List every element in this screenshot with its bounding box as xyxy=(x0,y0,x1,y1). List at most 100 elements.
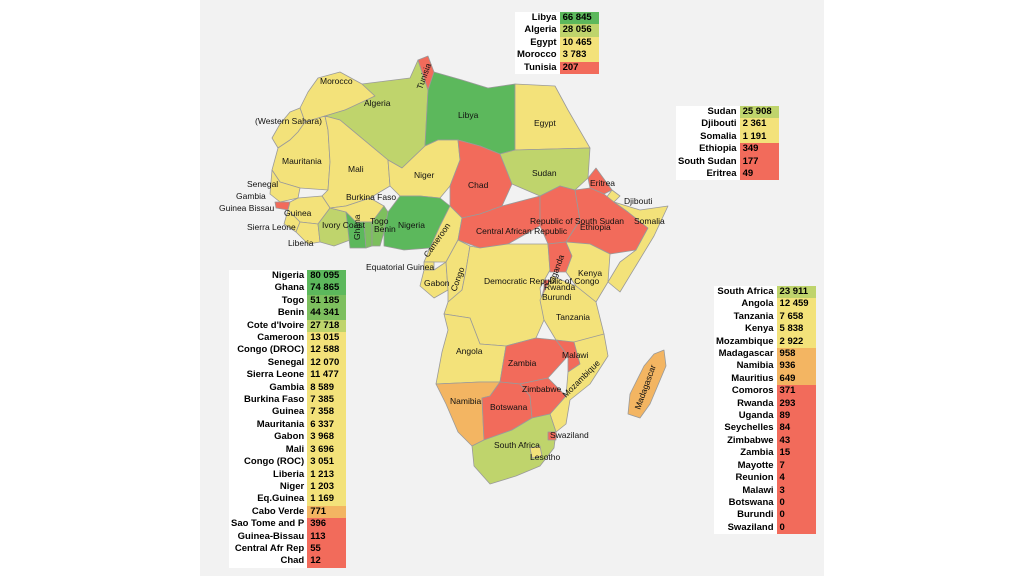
table-row: Reunion 4 xyxy=(714,472,816,485)
label-burkina-faso: Burkina Faso xyxy=(346,192,396,202)
country-name: Comoros xyxy=(731,385,774,397)
country-name: Ghana xyxy=(274,282,305,294)
country-name: Eq.Guinea xyxy=(257,493,305,505)
country-name: Somalia xyxy=(700,130,737,142)
label-morocco: Morocco xyxy=(320,76,353,86)
table-row: South Africa 23 911 xyxy=(714,286,816,299)
country-name: Gambia xyxy=(269,381,305,393)
country-value: 89 xyxy=(776,410,816,423)
table-row: Rwanda 293 xyxy=(714,397,816,411)
country-value: 771 xyxy=(307,505,347,519)
label-niger: Niger xyxy=(414,170,434,180)
country-value: 84 xyxy=(776,422,816,435)
label-ivory-coast: Ivory Coast xyxy=(322,220,366,230)
country-value: 113 xyxy=(307,530,347,543)
country-value: 8 589 xyxy=(307,381,347,395)
region-swaziland xyxy=(547,431,557,441)
table-row: Zambia 15 xyxy=(714,447,816,460)
table-row: Mali 3 696 xyxy=(229,443,347,457)
label-guinea-bissau: Guinea Bissau xyxy=(219,203,275,213)
country-name: Senegal xyxy=(267,356,305,368)
country-name: Central Afr Rep xyxy=(234,542,305,554)
country-name: Uganda xyxy=(738,410,774,422)
country-name: Seychelles xyxy=(724,422,774,434)
country-value: 349 xyxy=(739,143,779,156)
country-value: 44 341 xyxy=(307,307,347,320)
country-value: 3 xyxy=(776,484,816,497)
label-algeria: Algeria xyxy=(364,98,391,108)
country-name: Angola xyxy=(741,298,774,310)
label-kenya: Kenya xyxy=(578,268,602,278)
table-row: Comoros 371 xyxy=(714,385,816,398)
country-value: 10 465 xyxy=(559,36,599,50)
region-eritrea xyxy=(587,167,613,195)
table-row: Ethiopia 349 xyxy=(676,143,779,156)
label-ghana: Ghana xyxy=(352,214,362,240)
country-value: 13 015 xyxy=(307,332,347,345)
label-malawi: Malawi xyxy=(562,350,589,360)
country-name: Reunion xyxy=(735,472,774,484)
table-row: Burundi 0 xyxy=(714,509,816,522)
country-name: Tunisia xyxy=(524,61,557,73)
country-name: Rwanda xyxy=(737,397,774,409)
country-value: 49 xyxy=(739,168,779,181)
country-name: Gabon xyxy=(274,431,305,443)
label-guinea: Guinea xyxy=(284,208,312,218)
north-africa-table: Libya 66 845 Algeria 28 056 Egypt 10 465 Moroc… xyxy=(515,12,599,75)
country-value: 5 838 xyxy=(776,323,816,336)
country-value: 7 385 xyxy=(307,394,347,407)
table-row: Swaziland 0 xyxy=(714,521,816,535)
label-liberia: Liberia xyxy=(288,238,314,248)
table-row: Mauritius 649 xyxy=(714,372,816,386)
country-value: 177 xyxy=(739,155,779,169)
label-tanzania: Tanzania xyxy=(556,312,590,322)
country-value: 27 718 xyxy=(307,319,347,333)
table-row: Madagascar 958 xyxy=(714,348,816,361)
country-value: 1 213 xyxy=(307,468,347,481)
label-sudan: Sudan xyxy=(532,168,557,178)
country-name: South Sudan xyxy=(678,155,737,167)
label-burundi: Burundi xyxy=(542,292,571,302)
country-value: 6 337 xyxy=(307,418,347,432)
country-value: 3 968 xyxy=(307,431,347,444)
region-egypt xyxy=(514,83,591,151)
label-south-africa: South Africa xyxy=(494,440,540,450)
table-row: Guinea 7 358 xyxy=(229,406,347,419)
country-value: 11 477 xyxy=(307,369,347,382)
country-value: 12 459 xyxy=(776,298,816,311)
country-value: 7 358 xyxy=(307,406,347,419)
table-row: Egypt 10 465 xyxy=(515,36,599,50)
country-value: 936 xyxy=(776,360,816,373)
label-sierra-leone: Sierra Leone xyxy=(247,222,296,232)
table-row: Morocco 3 783 xyxy=(515,49,599,62)
country-name: Malawi xyxy=(742,484,774,496)
country-name: Zimbabwe xyxy=(727,434,774,446)
country-name: Morocco xyxy=(517,49,557,61)
region-mozambique xyxy=(549,333,609,433)
country-name: Nigeria xyxy=(271,270,305,281)
country-value: 396 xyxy=(307,518,347,531)
label-mali: Mali xyxy=(348,164,364,174)
country-name: Mali xyxy=(285,443,305,455)
table-row: Gabon 3 968 xyxy=(229,431,347,444)
table-row: Eq.Guinea 1 169 xyxy=(229,493,347,506)
country-name: Burundi xyxy=(737,509,774,521)
country-name: Madagascar xyxy=(718,348,774,360)
country-name: Botswana xyxy=(728,496,774,508)
table-row: Tanzania 7 658 xyxy=(714,310,816,324)
label-senegal: Senegal xyxy=(247,179,278,189)
table-row: Sierra Leone 11 477 xyxy=(229,369,347,382)
country-value: 7 658 xyxy=(776,310,816,324)
label-south-sudan: Republic of South Sudan xyxy=(530,216,624,226)
country-name: Guinea xyxy=(272,406,305,418)
label-equatorial-guinea: Equatorial Guinea xyxy=(366,262,434,272)
label-togo: Togo xyxy=(370,216,389,226)
table-row: Senegal 12 070 xyxy=(229,356,347,370)
table-row: Zimbabwe 43 xyxy=(714,434,816,448)
country-name: Egypt xyxy=(530,36,557,48)
table-row: Guinea-Bissau 113 xyxy=(229,530,347,543)
table-row: South Sudan 177 xyxy=(676,155,779,169)
label-botswana: Botswana xyxy=(490,402,528,412)
country-name: Niger xyxy=(279,480,305,492)
west-africa-table: Nigeria 80 095 Ghana 74 865 Togo 51 185 Benin 4… xyxy=(229,270,347,568)
